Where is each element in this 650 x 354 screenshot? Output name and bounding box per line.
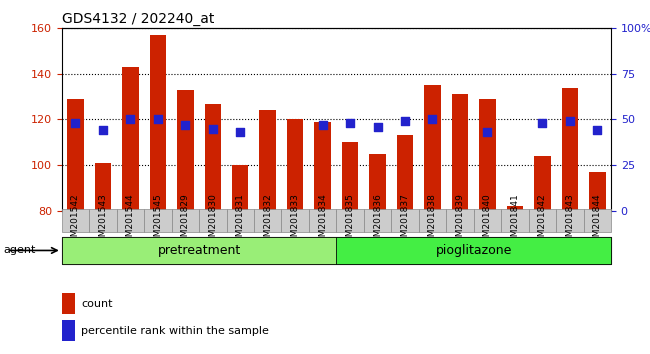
Text: GSM201544: GSM201544 xyxy=(126,193,135,248)
Bar xyxy=(337,209,364,232)
Text: GSM201843: GSM201843 xyxy=(566,193,575,248)
Point xyxy=(372,124,383,130)
Text: GSM201840: GSM201840 xyxy=(483,193,492,248)
Text: GSM201844: GSM201844 xyxy=(593,193,602,248)
Text: GSM201836: GSM201836 xyxy=(373,193,382,248)
Bar xyxy=(281,209,309,232)
Bar xyxy=(254,209,281,232)
Point xyxy=(180,122,190,128)
Bar xyxy=(424,85,441,211)
Text: GSM201831: GSM201831 xyxy=(236,193,245,248)
Bar xyxy=(364,209,391,232)
Bar xyxy=(528,209,556,232)
Point xyxy=(153,117,163,122)
Text: GSM201829: GSM201829 xyxy=(181,193,190,248)
Bar xyxy=(227,209,254,232)
Bar xyxy=(150,35,166,211)
Bar xyxy=(62,320,75,341)
Bar xyxy=(144,209,172,232)
Text: GSM201842: GSM201842 xyxy=(538,193,547,248)
Bar xyxy=(199,209,227,232)
Point xyxy=(345,120,356,126)
Text: GSM201838: GSM201838 xyxy=(428,193,437,248)
Bar xyxy=(396,136,413,211)
Text: GSM201834: GSM201834 xyxy=(318,193,327,248)
Text: pretreatment: pretreatment xyxy=(157,244,240,257)
Point xyxy=(98,127,108,133)
Bar xyxy=(534,156,551,211)
Bar xyxy=(309,209,337,232)
Bar xyxy=(506,206,523,211)
Bar xyxy=(446,209,474,232)
Bar xyxy=(117,209,144,232)
Text: GSM201839: GSM201839 xyxy=(456,193,465,248)
Bar xyxy=(232,165,248,211)
Text: GSM201543: GSM201543 xyxy=(98,193,107,248)
Text: GSM201832: GSM201832 xyxy=(263,193,272,248)
Text: pioglitazone: pioglitazone xyxy=(436,244,512,257)
Point xyxy=(207,126,218,131)
Point xyxy=(400,119,410,124)
Bar xyxy=(501,209,528,232)
Bar xyxy=(67,99,84,211)
Point xyxy=(317,122,328,128)
Bar xyxy=(391,209,419,232)
Bar xyxy=(337,237,611,264)
Bar xyxy=(62,237,337,264)
Bar xyxy=(556,209,584,232)
Bar xyxy=(584,209,611,232)
Bar xyxy=(95,163,111,211)
Text: GDS4132 / 202240_at: GDS4132 / 202240_at xyxy=(62,12,214,26)
Point xyxy=(565,119,575,124)
Text: GSM201830: GSM201830 xyxy=(208,193,217,248)
Bar xyxy=(259,110,276,211)
Point xyxy=(235,130,246,135)
Text: GSM201833: GSM201833 xyxy=(291,193,300,248)
Text: GSM201542: GSM201542 xyxy=(71,193,80,248)
Bar xyxy=(315,122,331,211)
Bar xyxy=(205,103,221,211)
Point xyxy=(592,127,603,133)
Bar xyxy=(589,172,606,211)
Text: GSM201545: GSM201545 xyxy=(153,193,162,248)
Bar xyxy=(452,95,468,211)
Text: GSM201837: GSM201837 xyxy=(400,193,410,248)
Bar xyxy=(62,293,75,314)
Bar xyxy=(419,209,446,232)
Bar xyxy=(122,67,138,211)
Point xyxy=(70,120,81,126)
Bar xyxy=(479,99,496,211)
Point xyxy=(125,117,136,122)
Point xyxy=(427,117,437,122)
Text: percentile rank within the sample: percentile rank within the sample xyxy=(81,326,269,336)
Point xyxy=(537,120,547,126)
Point xyxy=(482,130,493,135)
Bar xyxy=(172,209,199,232)
Bar xyxy=(562,87,578,211)
Text: GSM201835: GSM201835 xyxy=(346,193,355,248)
Bar xyxy=(62,209,89,232)
Text: agent: agent xyxy=(3,245,36,255)
Text: count: count xyxy=(81,298,112,309)
Bar xyxy=(287,120,304,211)
Bar xyxy=(89,209,117,232)
Bar xyxy=(369,154,386,211)
Text: GSM201841: GSM201841 xyxy=(510,193,519,248)
Bar xyxy=(342,142,358,211)
Bar xyxy=(177,90,194,211)
Bar xyxy=(474,209,501,232)
